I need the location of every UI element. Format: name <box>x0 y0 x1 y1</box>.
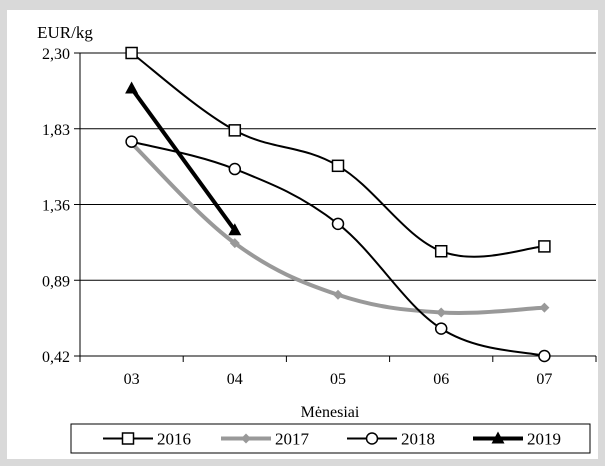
y-tick-label: 2,30 <box>42 46 70 63</box>
series-2019 <box>125 81 242 236</box>
series-2018 <box>125 135 551 363</box>
line-chart: 0,42 0,89 1,36 1,83 2,30 03 04 05 06 07 EUR/kg M… <box>37 23 597 454</box>
legend-label-2018: 2018 <box>401 430 435 449</box>
legend-label-2017: 2017 <box>275 430 310 449</box>
x-tick-label: 07 <box>536 371 552 388</box>
legend-marker-2019 <box>491 431 505 444</box>
point-2018 <box>434 322 448 335</box>
legend-marker-2017 <box>241 433 251 444</box>
point-2017 <box>333 289 343 300</box>
legend: 2016 2017 2018 2019 <box>70 423 591 454</box>
series-line-2019 <box>129 87 237 232</box>
point-2019 <box>125 81 139 94</box>
y-tick-labels: 0,42 0,89 1,36 1,83 2,30 <box>42 46 80 366</box>
point-2016 <box>228 124 242 137</box>
point-2018 <box>538 349 551 363</box>
point-2016 <box>125 46 138 60</box>
x-tick-labels: 03 04 05 06 07 <box>79 356 597 388</box>
y-axis-label: EUR/kg <box>37 23 93 42</box>
x-tick-label: 06 <box>433 371 449 388</box>
x-axis-label: Mėnesiai <box>301 404 360 421</box>
legend-label-2019: 2019 <box>527 430 561 449</box>
y-tick-label: 0,89 <box>42 273 70 290</box>
point-2018 <box>331 217 345 231</box>
gridlines <box>80 52 596 281</box>
point-2016 <box>538 240 551 253</box>
x-tick-label: 05 <box>330 371 346 388</box>
y-tick-label: 1,83 <box>42 122 70 139</box>
point-2018 <box>125 135 138 148</box>
point-2017 <box>436 307 447 318</box>
point-2017 <box>539 302 550 313</box>
legend-marker-2018 <box>365 432 379 445</box>
y-tick-label: 0,42 <box>42 349 70 366</box>
x-tick-label: 04 <box>227 371 243 388</box>
x-tick-label: 03 <box>124 371 140 388</box>
point-2017 <box>229 238 240 249</box>
series-2016 <box>125 46 551 258</box>
point-2018 <box>228 162 242 176</box>
series-lines <box>125 46 551 363</box>
point-2016 <box>331 159 345 173</box>
point-2016 <box>434 244 448 258</box>
y-tick-label: 1,36 <box>42 198 70 215</box>
legend-label-2016: 2016 <box>157 430 191 449</box>
legend-marker-2016 <box>121 432 135 445</box>
point-2019 <box>228 223 242 236</box>
